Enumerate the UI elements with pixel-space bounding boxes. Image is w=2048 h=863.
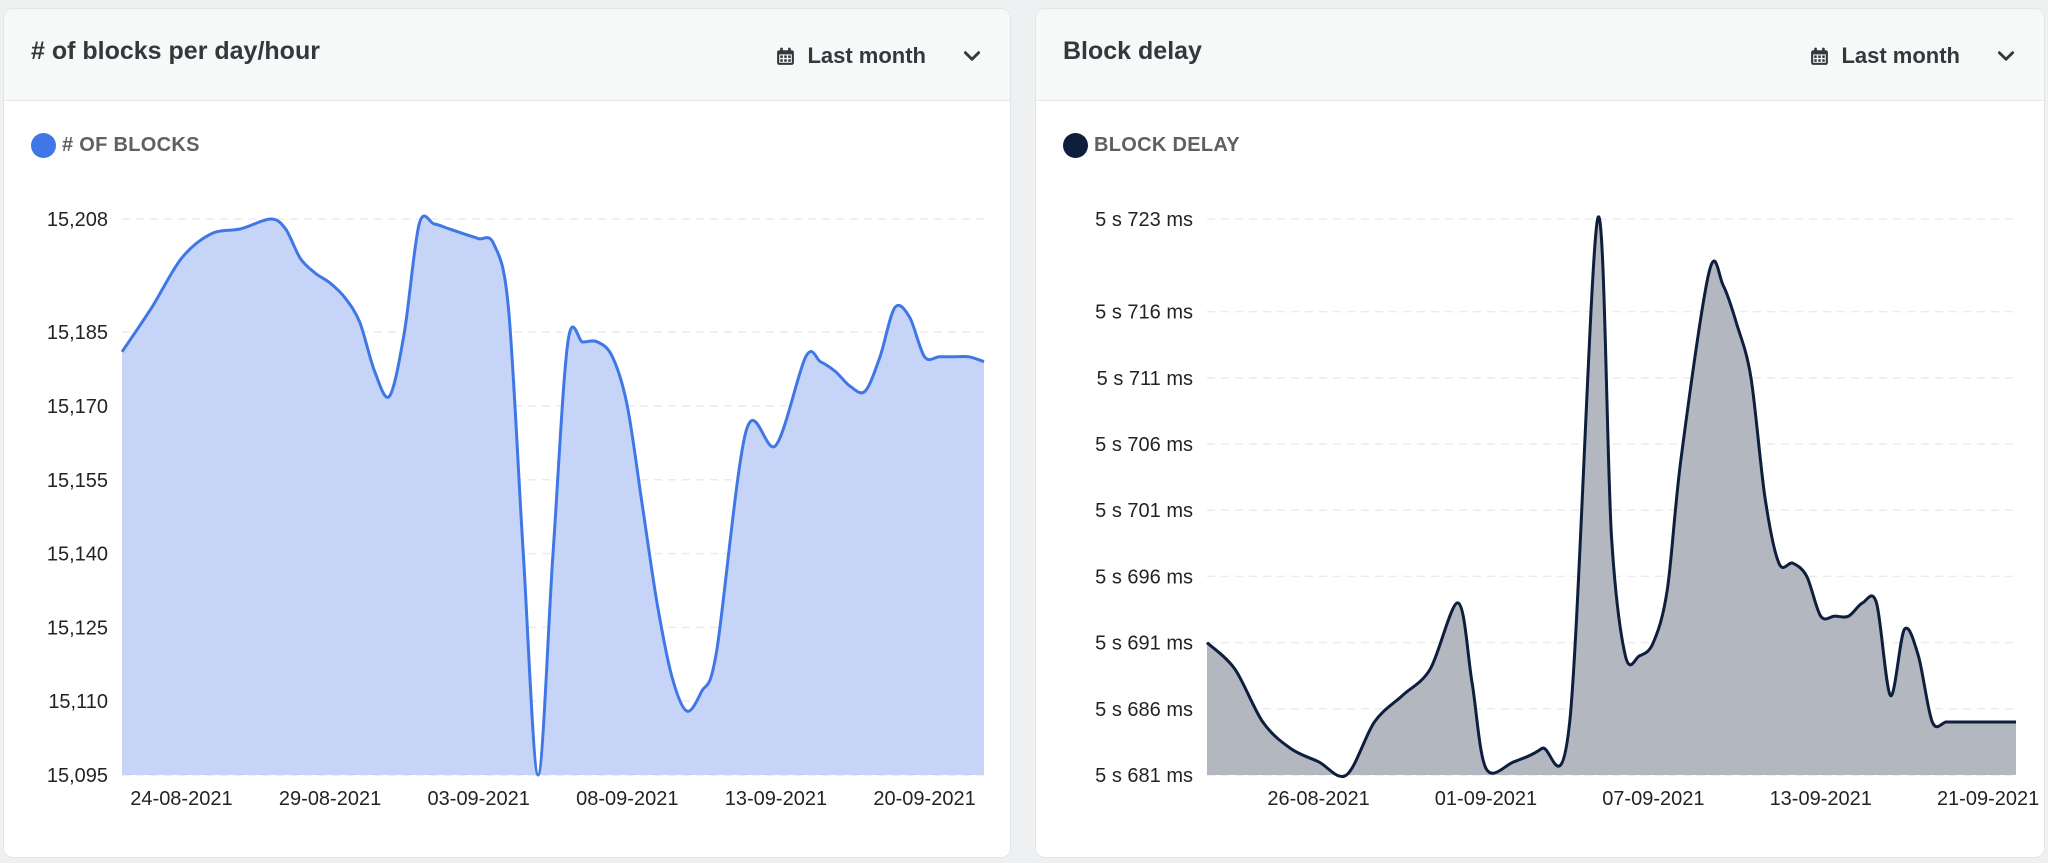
time-range-label: Last month: [1841, 43, 1960, 68]
calendar-icon: [1811, 47, 1829, 65]
y-tick-label: 5 s 696 ms: [1095, 566, 1193, 588]
y-tick-label: 5 s 686 ms: [1095, 699, 1193, 721]
time-range-dropdown[interactable]: Last month: [775, 39, 983, 73]
calendar-icon: [777, 47, 795, 65]
card-title: # of blocks per day/hour: [31, 37, 320, 65]
x-tick-label: 21-09-2021: [1937, 788, 2039, 810]
x-tick-label: 08-09-2021: [576, 788, 678, 810]
series-area: [1207, 216, 2016, 777]
y-tick-label: 5 s 716 ms: [1095, 302, 1193, 324]
y-tick-label: 15,125: [47, 617, 108, 639]
x-tick-label: 07-09-2021: [1602, 788, 1704, 810]
y-tick-label: 15,110: [48, 691, 108, 713]
card-title: Block delay: [1063, 37, 1202, 65]
y-tick-label: 5 s 701 ms: [1095, 500, 1193, 522]
chevron-down-icon: [963, 51, 981, 61]
y-tick-label: 15,170: [47, 396, 108, 418]
y-tick-label: 15,208: [47, 209, 108, 231]
blocks-area-chart: 15,095 15,110 15,125 15,140 15,155 15,170 15,1…: [47, 209, 985, 810]
x-tick-label: 29-08-2021: [279, 788, 381, 810]
y-tick-label: 5 s 711 ms: [1097, 368, 1193, 390]
y-tick-label: 5 s 723 ms: [1095, 209, 1193, 231]
y-tick-label: 15,095: [47, 765, 108, 787]
series-line: [120, 214, 985, 777]
x-tick-label: 24-08-2021: [130, 788, 232, 810]
series-area: [122, 216, 984, 776]
x-tick-label: 03-09-2021: [428, 788, 530, 810]
block-delay-card: Block delay Last month BLOCK DELAY 5: [1035, 8, 2045, 858]
y-tick-label: 5 s 691 ms: [1095, 633, 1193, 655]
legend-label: BLOCK DELAY: [1094, 134, 1240, 156]
legend-dot: [1063, 133, 1088, 158]
y-tick-label: 15,155: [47, 470, 108, 492]
block-delay-area-chart: 5 s 681 ms 5 s 686 ms 5 s 691 ms 5 s 696 ms…: [1095, 209, 2039, 810]
time-range-label: Last month: [807, 43, 926, 68]
x-tick-label: 26-08-2021: [1267, 788, 1369, 810]
x-tick-label: 13-09-2021: [725, 788, 827, 810]
x-tick-label: 01-09-2021: [1435, 788, 1537, 810]
x-tick-label: 13-09-2021: [1770, 788, 1872, 810]
chevron-down-icon: [1997, 51, 2015, 61]
y-tick-label: 5 s 681 ms: [1095, 765, 1193, 787]
blocks-per-day-card: # of blocks per day/hour Last month # OF…: [3, 8, 1011, 858]
time-range-dropdown[interactable]: Last month: [1809, 39, 2017, 73]
x-tick-label: 20-09-2021: [873, 788, 975, 810]
card-header: # of blocks per day/hour Last month: [4, 9, 1010, 101]
legend-dot: [31, 133, 56, 158]
card-header: Block delay Last month: [1036, 9, 2044, 101]
y-tick-label: 15,185: [47, 322, 108, 344]
series-line: [1205, 215, 2016, 778]
chart-legend[interactable]: # OF BLOCKS: [31, 133, 200, 158]
y-tick-label: 5 s 706 ms: [1095, 434, 1193, 456]
legend-label: # OF BLOCKS: [62, 134, 200, 156]
y-tick-label: 15,140: [47, 544, 108, 566]
chart-legend[interactable]: BLOCK DELAY: [1063, 133, 1240, 158]
